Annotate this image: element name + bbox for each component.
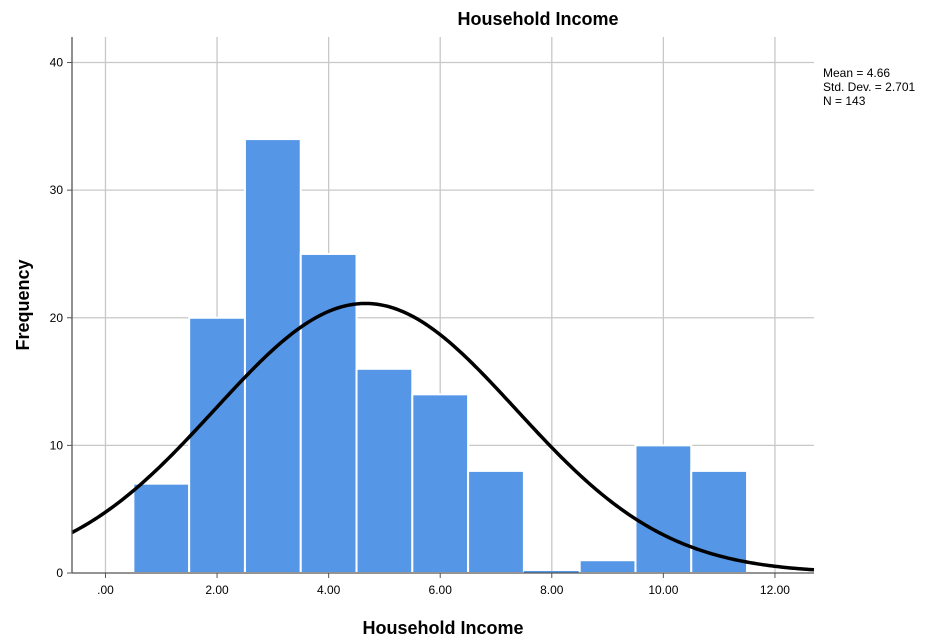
x-tick-labels: .00 2.00 4.00 6.00 8.00 10.00 12.00 — [97, 573, 790, 597]
bar-4 — [355, 367, 414, 574]
y-axis-label: Frequency — [13, 259, 33, 350]
x-axis-label: Household Income — [362, 618, 523, 638]
axes — [71, 37, 814, 574]
stats-mean: Mean = 4.66 — [823, 66, 890, 80]
bar-2 — [243, 138, 302, 574]
histogram-bars — [132, 138, 749, 575]
stats-n: N = 143 — [823, 94, 866, 108]
y-tick-label-0: 0 — [56, 566, 63, 580]
x-tick-label-3: 6.00 — [429, 583, 453, 597]
bar-3 — [299, 252, 358, 574]
bar-5 — [411, 393, 470, 575]
y-tick-label-4: 40 — [50, 56, 64, 70]
x-tick-label-5: 10.00 — [648, 583, 678, 597]
stats-std-dev: Std. Dev. = 2.701 — [823, 80, 915, 94]
bar-10 — [690, 469, 749, 574]
x-tick-label-0: .00 — [97, 583, 114, 597]
bar-9 — [634, 444, 693, 574]
x-tick-label-1: 2.00 — [205, 583, 229, 597]
x-tick-label-6: 12.00 — [760, 583, 790, 597]
bar-0 — [132, 482, 191, 574]
bar-8 — [578, 559, 637, 575]
x-tick-label-4: 8.00 — [540, 583, 564, 597]
y-tick-label-3: 30 — [50, 183, 64, 197]
normal-curve — [71, 301, 815, 572]
x-tick-label-2: 4.00 — [317, 583, 341, 597]
chart-title: Household Income — [457, 9, 618, 29]
y-tick-label-1: 10 — [50, 438, 64, 452]
stats-box: Mean = 4.66 Std. Dev. = 2.701 N = 143 — [823, 66, 915, 108]
y-tick-labels: 0 10 20 30 40 — [50, 56, 72, 580]
bar-1 — [188, 316, 246, 574]
bar-6 — [467, 469, 525, 574]
y-tick-label-2: 20 — [50, 311, 64, 325]
grid-lines — [72, 37, 814, 573]
